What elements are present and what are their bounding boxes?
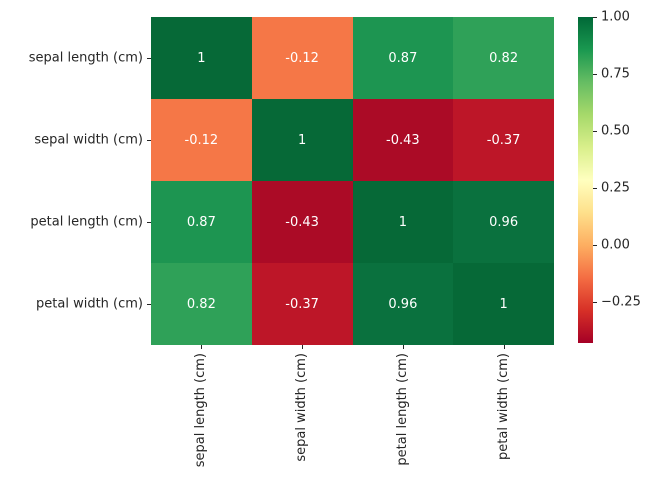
heatmap-grid: 1 -0.12 0.87 0.82 -0.12 1 -0.43 -0.37 0.87 -0.43 1… (151, 17, 554, 345)
heatmap-cell: -0.12 (151, 99, 252, 181)
x-tick-label: sepal width (cm) (294, 353, 310, 462)
y-tick-mark (147, 304, 151, 305)
colorbar-tick-label: 0.00 (601, 237, 630, 253)
x-tick-mark (201, 345, 202, 349)
heatmap-cell: 1 (352, 181, 454, 263)
x-tick-label: petal width (cm) (495, 353, 511, 460)
x-tick-label: petal length (cm) (394, 353, 410, 466)
x-tick-mark (403, 345, 404, 349)
heatmap-cell: 0.87 (352, 17, 454, 99)
heatmap-cell: 0.96 (352, 263, 454, 345)
heatmap-cell: 0.82 (453, 17, 554, 99)
heatmap-cell: 0.82 (151, 263, 252, 345)
heatmap-cell: -0.43 (251, 181, 353, 263)
y-tick-label: petal width (cm) (36, 296, 143, 312)
colorbar (578, 17, 593, 343)
heatmap-cell: -0.43 (352, 99, 454, 181)
heatmap-cell: -0.37 (251, 263, 353, 345)
colorbar-tick-label: −0.25 (601, 294, 641, 310)
heatmap-cell: -0.12 (251, 17, 353, 99)
heatmap-cell: 0.87 (151, 181, 252, 263)
heatmap-cell: 1 (251, 99, 353, 181)
heatmap-cell: 0.96 (453, 181, 554, 263)
colorbar-tick-mark (593, 17, 597, 18)
x-tick-mark (302, 345, 303, 349)
y-tick-mark (147, 58, 151, 59)
colorbar-tick-label: 0.25 (601, 180, 630, 196)
colorbar-tick-label: 0.75 (601, 66, 630, 82)
colorbar-tick-mark (593, 74, 597, 75)
colorbar-tick-mark (593, 302, 597, 303)
colorbar-tick-label: 0.50 (601, 123, 630, 139)
y-tick-label: petal length (cm) (30, 214, 143, 230)
y-tick-mark (147, 222, 151, 223)
x-tick-label: sepal length (cm) (193, 353, 209, 468)
y-tick-label: sepal length (cm) (28, 50, 143, 66)
colorbar-tick-mark (593, 131, 597, 132)
x-tick-mark (504, 345, 505, 349)
colorbar-tick-mark (593, 188, 597, 189)
heatmap-cell: 1 (453, 263, 554, 345)
colorbar-tick-mark (593, 245, 597, 246)
colorbar-tick-label: 1.00 (601, 9, 630, 25)
y-tick-mark (147, 140, 151, 141)
y-tick-label: sepal width (cm) (34, 132, 143, 148)
heatmap-cell: -0.37 (453, 99, 554, 181)
heatmap-cell: 1 (151, 17, 252, 99)
